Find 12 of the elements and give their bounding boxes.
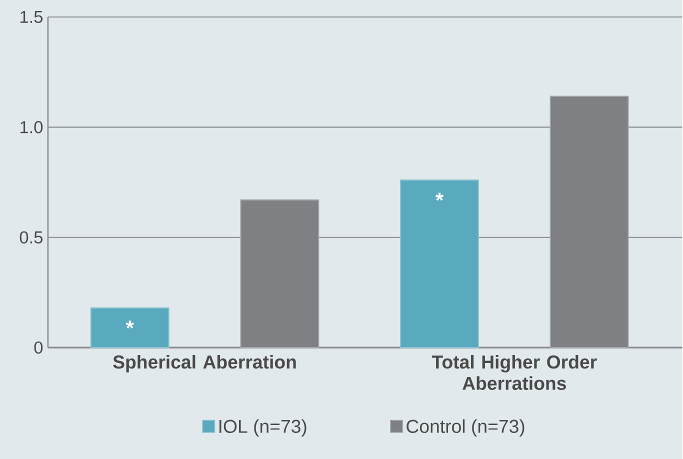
bar (400, 179, 479, 348)
legend-label: IOL (n=73) (220, 419, 306, 436)
y-tick-label: 0.5 (20, 231, 43, 244)
legend-label: Control (n=73) (406, 419, 524, 436)
y-tick-label: 0 (34, 341, 43, 354)
x-tick-label: Total Higher Order Aberrations (432, 354, 597, 390)
y-tick-label: 1.5 (20, 10, 43, 23)
x-tick-label: Spherical Aberration (113, 354, 296, 372)
annotation: * (435, 192, 444, 200)
y-tick-label: 1.0 (20, 120, 43, 134)
annotation: * (126, 320, 134, 328)
bar (90, 307, 170, 348)
